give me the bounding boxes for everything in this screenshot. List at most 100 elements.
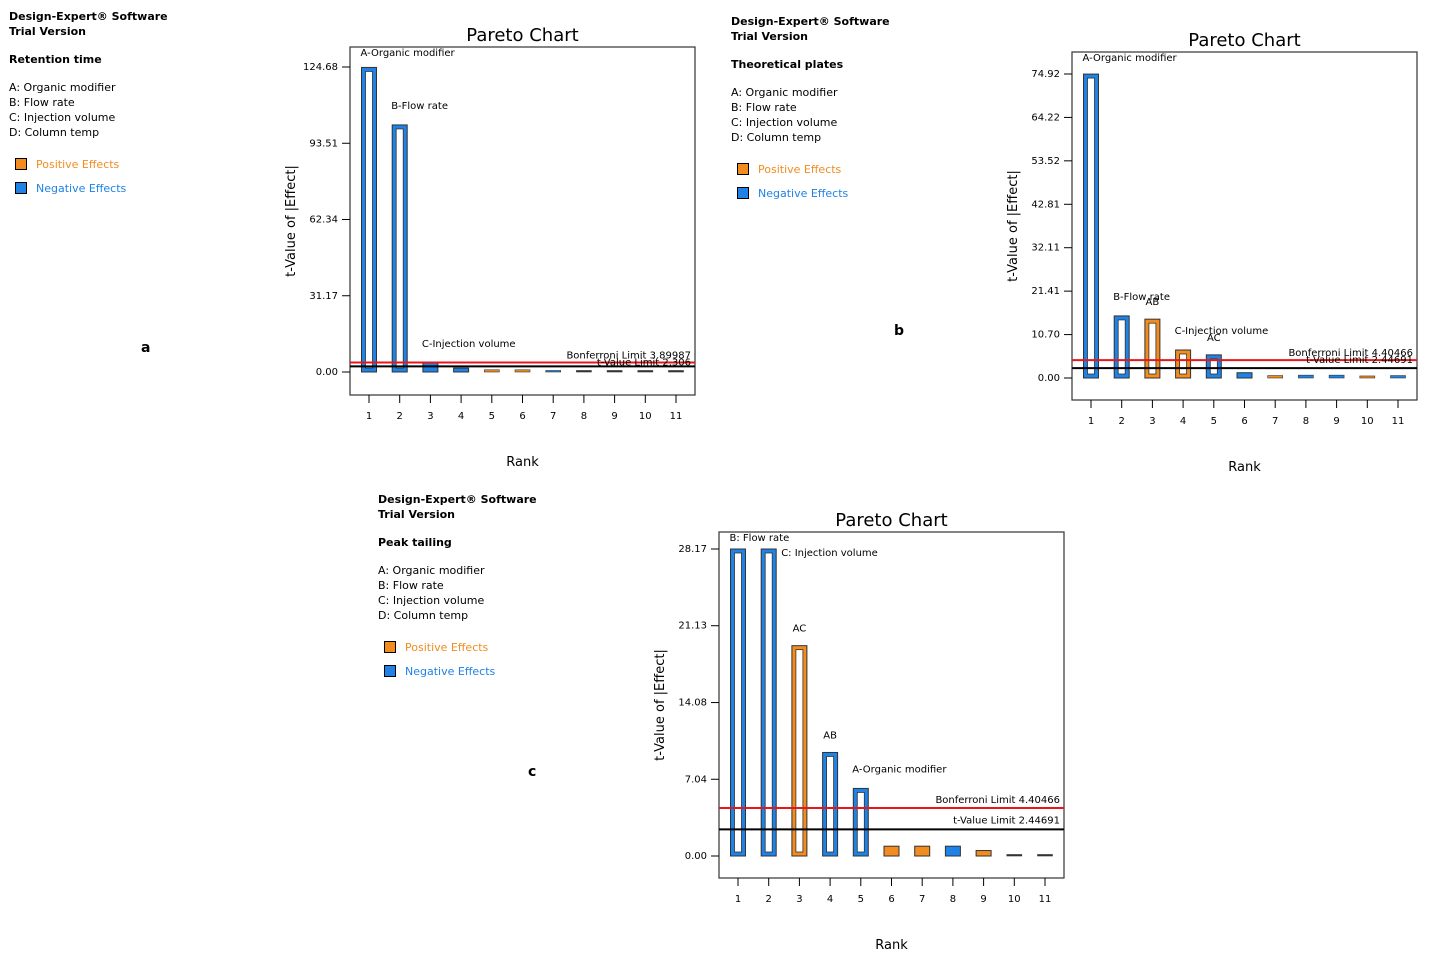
x-tick-label: 5 (1211, 416, 1217, 427)
bonferroni-label: Bonferroni Limit 3.89987 (566, 350, 691, 361)
t-value-label: t-Value Limit 2.44691 (953, 815, 1060, 826)
legend-positive-label: Positive Effects (405, 640, 489, 654)
x-tick-label: 7 (1272, 416, 1278, 427)
bar (914, 845, 931, 857)
factor-b: B: Flow rate (378, 579, 444, 592)
legend-positive-label: Positive Effects (36, 157, 120, 171)
legend-negative: Negative Effects (9, 176, 168, 200)
y-tick-label: 14.08 (678, 698, 707, 709)
factor-d: D: Column temp (9, 126, 100, 139)
legend-negative-label: Negative Effects (36, 181, 127, 195)
x-tick-label: 8 (1303, 416, 1309, 427)
legend-positive: Positive Effects (378, 635, 537, 659)
bar (944, 845, 961, 857)
bar-inner (1117, 319, 1126, 375)
bar (1236, 372, 1253, 379)
x-tick-label: 9 (1333, 416, 1339, 427)
x-tick-label: 10 (639, 411, 652, 422)
x-tick-label: 9 (611, 411, 617, 422)
x-tick-label: 10 (1361, 416, 1374, 427)
x-tick-label: 1 (366, 411, 372, 422)
y-tick-label: 10.70 (1031, 330, 1060, 341)
bar-inner (395, 128, 404, 369)
bar (1037, 854, 1053, 857)
bar (1006, 854, 1023, 857)
x-tick-label: 5 (489, 411, 495, 422)
bar (1328, 374, 1345, 379)
x-tick-label: 8 (950, 894, 956, 905)
info-panel-c: Design-Expert® Software Trial Version Pe… (378, 492, 537, 683)
y-tick-label: 21.13 (678, 621, 707, 632)
legend-positive-label: Positive Effects (758, 162, 842, 176)
x-axis-label: Rank (506, 455, 539, 470)
bar (1298, 374, 1314, 379)
software-version: Trial Version (9, 25, 87, 38)
t-value-label: t-Value Limit 2.44691 (1306, 355, 1413, 366)
response-name: Retention time (9, 53, 102, 66)
factor-d: D: Column temp (731, 131, 822, 144)
y-tick-label: 0.00 (685, 851, 707, 862)
legend-positive: Positive Effects (9, 152, 168, 176)
negative-swatch (737, 187, 749, 199)
y-axis-label: t-Value of |Effect| (1006, 170, 1021, 282)
info-panel-b: Design-Expert® Software Trial Version Th… (731, 14, 890, 205)
bar-inner (764, 552, 773, 853)
y-tick-label: 28.17 (678, 544, 707, 555)
bar-label: B-Flow rate (1113, 292, 1170, 303)
y-tick-label: 32.11 (1031, 243, 1060, 254)
bar (668, 370, 684, 373)
x-tick-label: 2 (397, 411, 403, 422)
legend: Positive Effects Negative Effects (9, 152, 168, 200)
bar-inner (734, 552, 742, 853)
bar (514, 369, 531, 373)
y-axis-label: t-Value of |Effect| (284, 165, 299, 277)
positive-swatch (15, 158, 27, 170)
bar (637, 370, 654, 373)
legend: Positive Effects Negative Effects (378, 635, 537, 683)
factor-c: C: Injection volume (9, 111, 116, 124)
bar-inner (856, 792, 865, 853)
legend-negative: Negative Effects (731, 181, 890, 205)
factor-a: A: Organic modifier (378, 564, 485, 577)
bar-inner (1148, 322, 1157, 375)
bar (1390, 375, 1406, 379)
bar-label: AC (1207, 333, 1221, 344)
bar-inner (795, 649, 804, 853)
bar (545, 370, 562, 373)
y-tick-label: 93.51 (309, 138, 338, 149)
factor-c: C: Injection volume (378, 594, 485, 607)
x-tick-label: 6 (888, 894, 894, 905)
bar-label: A-Organic modifier (361, 48, 456, 59)
chart-title: Pareto Chart (835, 510, 947, 531)
x-tick-label: 4 (1180, 416, 1186, 427)
negative-swatch (384, 665, 396, 677)
bar-label: C-Injection volume (1175, 326, 1269, 337)
y-tick-label: 0.00 (316, 367, 338, 378)
info-panel-a: Design-Expert® Software Trial Version Re… (9, 9, 168, 200)
bar-label: B-Flow rate (391, 101, 448, 112)
legend-negative-label: Negative Effects (758, 186, 849, 200)
positive-swatch (384, 641, 396, 653)
panel-letter-a: a (141, 340, 151, 356)
software-name: Design-Expert® Software (9, 10, 168, 23)
bar (453, 367, 470, 373)
bar-label: C-Injection volume (422, 339, 516, 350)
panel-letter-c: c (528, 764, 537, 780)
bar-label: C: Injection volume (781, 548, 878, 559)
factor-a: A: Organic modifier (731, 86, 838, 99)
factor-a: A: Organic modifier (9, 81, 116, 94)
x-tick-label: 5 (858, 894, 864, 905)
y-tick-label: 7.04 (685, 774, 707, 785)
y-tick-label: 64.22 (1031, 112, 1060, 123)
x-tick-label: 3 (796, 894, 802, 905)
x-tick-label: 4 (827, 894, 833, 905)
bar-label: B: Flow rate (730, 533, 790, 544)
response-name: Theoretical plates (731, 58, 844, 71)
x-tick-label: 3 (427, 411, 433, 422)
bar (1267, 375, 1283, 379)
bar (883, 845, 900, 857)
bar (483, 369, 500, 373)
t-value-label: t-Value Limit 2.306 (597, 357, 691, 368)
